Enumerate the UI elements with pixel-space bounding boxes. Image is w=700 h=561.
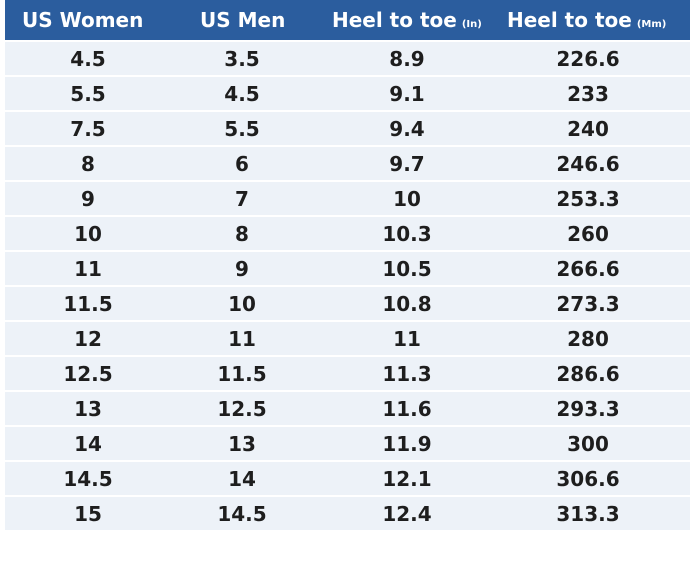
table-row: 9 7 10 253.3 [5,180,690,215]
table-cell: 12.1 [382,467,432,491]
table-cell: 11.5 [217,362,267,386]
table-cell: 13 [228,432,256,456]
table-cell: 300 [567,432,609,456]
table-cell: 11 [393,327,421,351]
table-header: US Women US Men Heel to toe (In) Heel to toe… [5,0,690,40]
table-cell: 260 [567,222,609,246]
table-cell: 226.6 [556,47,620,71]
header-unit: (Mm) [636,19,667,30]
table-cell: 4.5 [70,47,106,71]
table-cell: 9.7 [389,152,425,176]
header-label: US Women [22,8,144,32]
table-row: 13 12.5 11.6 293.3 [5,390,690,425]
table-cell: 14 [74,432,102,456]
table-cell: 10 [74,222,102,246]
table-cell: 10.5 [382,257,432,281]
table-cell: 280 [567,327,609,351]
table-cell: 293.3 [556,397,620,421]
header-label: Heel to toe [332,8,457,32]
table-cell: 8 [235,222,249,246]
table-cell: 3.5 [224,47,260,71]
table-cell: 253.3 [556,187,620,211]
table-row: 15 14.5 12.4 313.3 [5,495,690,530]
table-cell: 233 [567,82,609,106]
table-row: 11.5 10 10.8 273.3 [5,285,690,320]
table-row: 12 11 11 280 [5,320,690,355]
table-cell: 7 [235,187,249,211]
table-cell: 8.9 [389,47,425,71]
table-cell: 9 [81,187,95,211]
table-cell: 286.6 [556,362,620,386]
table-cell: 11.3 [382,362,432,386]
table-row: 12.5 11.5 11.3 286.6 [5,355,690,390]
table-row: 4.5 3.5 8.9 226.6 [5,40,690,75]
table-cell: 9 [235,257,249,281]
table-row: 5.5 4.5 9.1 233 [5,75,690,110]
header-cell: Heel to toe (Mm) [507,8,666,32]
table-row: 14 13 11.9 300 [5,425,690,460]
table-cell: 14.5 [63,467,113,491]
table-row: 11 9 10.5 266.6 [5,250,690,285]
table-cell: 9.4 [389,117,425,141]
table-cell: 7.5 [70,117,106,141]
table-cell: 14.5 [217,502,267,526]
header-cell: US Women [22,8,143,32]
size-table: US Women US Men Heel to toe (In) Heel to toe… [5,0,690,530]
header-unit: (In) [461,19,482,30]
table-cell: 13 [74,397,102,421]
table-cell: 11.5 [63,292,113,316]
table-cell: 12.4 [382,502,432,526]
table-cell: 240 [567,117,609,141]
table-cell: 273.3 [556,292,620,316]
header-label: Heel to toe [507,8,632,32]
table-row: 14.5 14 12.1 306.6 [5,460,690,495]
table-cell: 10 [393,187,421,211]
table-row: 7.5 5.5 9.4 240 [5,110,690,145]
table-body: 4.5 3.5 8.9 226.6 5.5 4.5 9.1 233 7.5 5.5 9.4 240 8 6… [5,40,690,530]
table-cell: 6 [235,152,249,176]
table-cell: 11 [74,257,102,281]
table-cell: 5.5 [70,82,106,106]
table-cell: 10.8 [382,292,432,316]
table-cell: 5.5 [224,117,260,141]
table-cell: 12.5 [217,397,267,421]
table-row: 8 6 9.7 246.6 [5,145,690,180]
table-cell: 10.3 [382,222,432,246]
table-cell: 8 [81,152,95,176]
header-cell: US Men [200,8,285,32]
table-cell: 11.6 [382,397,432,421]
table-cell: 15 [74,502,102,526]
table-cell: 313.3 [556,502,620,526]
table-cell: 4.5 [224,82,260,106]
table-cell: 9.1 [389,82,425,106]
table-cell: 11.9 [382,432,432,456]
table-row: 10 8 10.3 260 [5,215,690,250]
table-cell: 306.6 [556,467,620,491]
table-cell: 14 [228,467,256,491]
table-cell: 11 [228,327,256,351]
table-cell: 10 [228,292,256,316]
header-label: US Men [200,8,286,32]
table-cell: 246.6 [556,152,620,176]
table-cell: 266.6 [556,257,620,281]
table-cell: 12 [74,327,102,351]
table-cell: 12.5 [63,362,113,386]
header-cell: Heel to toe (In) [332,8,482,32]
